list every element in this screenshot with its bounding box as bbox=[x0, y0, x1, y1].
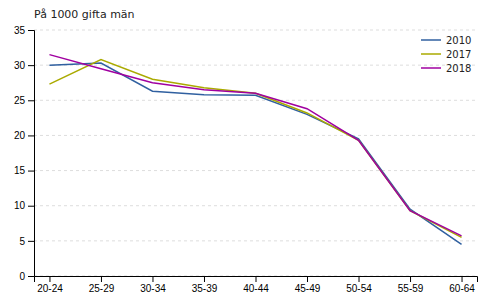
y-tick-mark bbox=[28, 241, 34, 242]
y-tick: 5 bbox=[19, 236, 34, 247]
x-tick: 60-64 bbox=[449, 276, 475, 294]
y-tick-label: 15 bbox=[14, 165, 26, 176]
legend-entry: 2017 bbox=[421, 49, 471, 60]
x-tick: 50-54 bbox=[346, 276, 372, 294]
x-tick: 20-24 bbox=[37, 276, 63, 294]
legend-label: 2018 bbox=[446, 63, 471, 74]
x-tick-mark bbox=[307, 276, 308, 282]
y-tick-mark bbox=[28, 135, 34, 136]
x-axis: 20-24 25-29 30-34 35-39 40-44 45-49 50-54 55-59… bbox=[35, 276, 478, 294]
legend-entry: 2010 bbox=[421, 35, 471, 46]
lines bbox=[49, 55, 461, 245]
x-tick-label: 30-34 bbox=[140, 283, 166, 294]
x-tick-label: 25-29 bbox=[89, 283, 115, 294]
y-tick: 25 bbox=[14, 95, 34, 106]
y-tick: 30 bbox=[14, 60, 34, 71]
y-axis-line bbox=[28, 31, 35, 277]
x-tick-label: 60-64 bbox=[449, 283, 475, 294]
x-tick-label: 50-54 bbox=[346, 283, 372, 294]
y-tick-label: 10 bbox=[14, 200, 26, 211]
y-tick-mark bbox=[28, 65, 34, 66]
x-tick-label: 40-44 bbox=[243, 283, 269, 294]
y-tick-label: 30 bbox=[14, 60, 26, 71]
x-tick-mark bbox=[410, 276, 411, 282]
y-tick-mark bbox=[28, 276, 34, 277]
x-tick-mark bbox=[359, 276, 360, 282]
x-tick: 35-39 bbox=[192, 276, 218, 294]
y-tick-label: 25 bbox=[14, 95, 26, 106]
legend-swatch bbox=[421, 67, 441, 69]
y-tick-label: 35 bbox=[14, 25, 26, 36]
x-tick-label: 55-59 bbox=[398, 283, 424, 294]
x-tick-mark bbox=[49, 276, 50, 282]
y-tick-label: 5 bbox=[19, 236, 25, 247]
x-tick-mark bbox=[101, 276, 102, 282]
legend-swatch bbox=[421, 53, 441, 55]
grid-line bbox=[34, 65, 477, 66]
y-tick: 20 bbox=[14, 130, 34, 141]
y-tick: 15 bbox=[14, 165, 34, 176]
x-tick: 40-44 bbox=[243, 276, 269, 294]
x-tick: 45-49 bbox=[295, 276, 321, 294]
grid-line bbox=[34, 205, 477, 206]
y-tick-label: 20 bbox=[14, 130, 26, 141]
x-tick-mark bbox=[256, 276, 257, 282]
x-tick: 25-29 bbox=[89, 276, 115, 294]
grid-line bbox=[34, 240, 477, 241]
y-tick: 10 bbox=[14, 200, 34, 211]
x-tick-mark bbox=[204, 276, 205, 282]
grid-line bbox=[34, 170, 477, 171]
y-axis: 0 5 10 15 20 25 30 35 bbox=[14, 25, 35, 282]
grid-line bbox=[34, 135, 477, 136]
x-axis-line bbox=[35, 277, 478, 283]
grid-line bbox=[34, 30, 477, 31]
legend-swatch bbox=[421, 39, 441, 41]
legend-label: 2017 bbox=[446, 49, 471, 60]
legend: 2010 2017 2018 bbox=[421, 35, 471, 74]
x-tick-mark bbox=[462, 276, 463, 282]
grid bbox=[34, 30, 477, 276]
grid-line bbox=[34, 100, 477, 101]
series-line bbox=[49, 60, 461, 238]
x-tick-label: 20-24 bbox=[37, 283, 63, 294]
plot: 0 5 10 15 20 25 30 35 20-24 25-29 30-34 35-39 40-44 4… bbox=[14, 25, 478, 294]
y-tick: 0 bbox=[19, 271, 34, 282]
x-tick-label: 45-49 bbox=[295, 283, 321, 294]
y-tick-mark bbox=[28, 171, 34, 172]
legend-entry: 2018 bbox=[421, 63, 471, 74]
y-tick-label: 0 bbox=[19, 271, 25, 282]
chart: 0 5 10 15 20 25 30 35 20-24 25-29 30-34 35-39 40-44 4… bbox=[0, 0, 491, 302]
x-tick: 55-59 bbox=[398, 276, 424, 294]
x-tick: 30-34 bbox=[140, 276, 166, 294]
y-axis-title: På 1000 gifta män bbox=[34, 8, 135, 21]
y-tick-mark bbox=[28, 100, 34, 101]
y-tick-mark bbox=[28, 30, 34, 31]
y-tick-mark bbox=[28, 206, 34, 207]
series-line bbox=[49, 63, 461, 244]
legend-label: 2010 bbox=[446, 35, 471, 46]
y-tick: 35 bbox=[14, 25, 34, 36]
series-line bbox=[49, 55, 461, 236]
x-tick-label: 35-39 bbox=[192, 283, 218, 294]
x-tick-mark bbox=[152, 276, 153, 282]
